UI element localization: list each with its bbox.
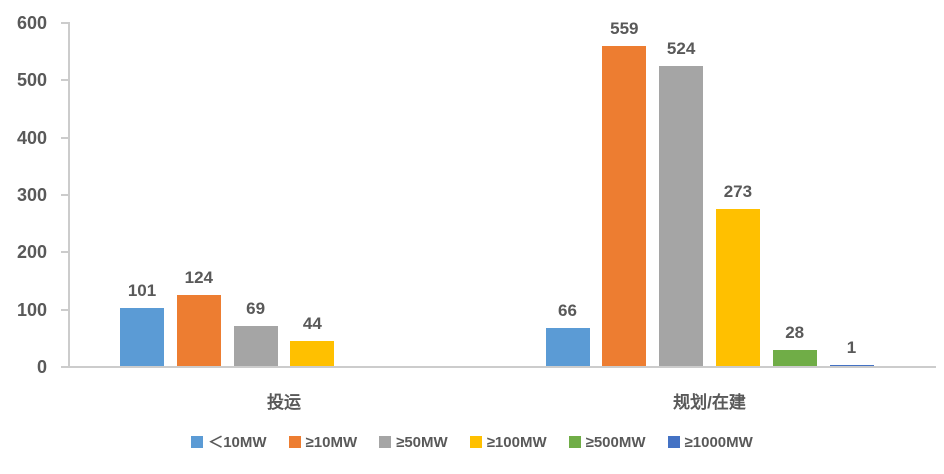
- bar: [659, 65, 704, 366]
- category-label: 投运: [267, 393, 301, 412]
- bar-value-label: 101: [127, 281, 157, 301]
- y-axis-tick-label: 0: [36, 357, 47, 377]
- x-axis-line: [68, 366, 936, 368]
- bar-value-label: 559: [610, 18, 639, 38]
- bar: [715, 209, 760, 366]
- bar-value-label: 124: [184, 267, 213, 287]
- legend: ＜10MW ≥10MW ≥50MW ≥100MW ≥500MW ≥1000MW: [0, 431, 944, 453]
- legend-label: ≥50MW: [396, 433, 448, 451]
- bar: [772, 349, 817, 366]
- legend-item: ≥50MW: [379, 435, 448, 450]
- bar-value-label: 66: [558, 301, 577, 321]
- y-axis-tick-label: 500: [16, 70, 47, 91]
- bar: [290, 340, 335, 366]
- bar-value-label: 273: [723, 182, 753, 202]
- legend-item: ≥10MW: [288, 433, 358, 451]
- legend-swatch: [568, 436, 581, 448]
- bar: [233, 326, 278, 366]
- y-axis-tick-label: 400: [16, 127, 47, 148]
- category-label: 规划/在建: [673, 393, 746, 412]
- y-axis-tick: [61, 251, 68, 254]
- legend-item: ＜10MW: [191, 433, 267, 451]
- legend-swatch: [667, 436, 680, 448]
- legend-swatch: [469, 436, 482, 448]
- bar: [829, 365, 874, 366]
- legend-item: ≥1000MW: [667, 433, 753, 451]
- legend-label: ≥100MW: [486, 433, 547, 451]
- legend-item: ≥500MW: [568, 433, 646, 451]
- legend-swatch: [379, 436, 392, 448]
- y-axis-tick: [61, 79, 68, 82]
- legend-label: ≥1000MW: [684, 433, 753, 451]
- bar: [120, 308, 164, 366]
- y-axis-line: [68, 22, 70, 368]
- y-axis-tick: [61, 194, 68, 196]
- y-axis-tick-label: 100: [16, 299, 47, 320]
- bar: [176, 294, 221, 366]
- bar-value-label: 1: [846, 338, 857, 358]
- y-axis-tick: [61, 366, 68, 368]
- y-axis-tick-label: 600: [16, 13, 47, 33]
- legend-swatch: [191, 436, 204, 448]
- legend-label: ≥500MW: [585, 433, 646, 451]
- bar: [545, 328, 590, 366]
- y-axis-tick-label: 300: [16, 185, 47, 205]
- y-axis-tick-label: 200: [16, 242, 47, 263]
- bar-value-label: 28: [785, 322, 805, 342]
- bar-value-label: 69: [246, 299, 266, 319]
- bar-value-label: 44: [302, 313, 322, 333]
- bar-value-label: 524: [666, 38, 696, 58]
- y-axis-tick: [61, 308, 68, 311]
- legend-item: ≥100MW: [469, 433, 547, 451]
- bar: [602, 45, 647, 366]
- y-axis-tick: [61, 22, 68, 24]
- legend-label: ≥10MW: [305, 433, 358, 451]
- y-axis-tick: [61, 136, 68, 139]
- legend-label: ＜10MW: [208, 433, 267, 451]
- legend-swatch: [288, 436, 301, 448]
